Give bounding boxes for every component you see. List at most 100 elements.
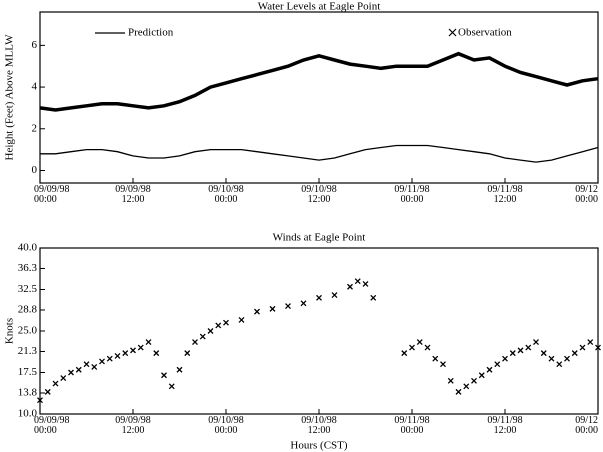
legend-label: Observation (458, 27, 512, 39)
x-tick-label: 09/10/98 12:00 (301, 184, 337, 205)
legend-marker (448, 28, 457, 37)
point (300, 300, 307, 307)
point (416, 339, 423, 346)
x-tick-label: 09/10/98 00:00 (208, 415, 244, 436)
x-axis-label: Hours (CST) (290, 440, 347, 452)
point (486, 366, 493, 373)
chart-title: Winds at Eagle Point (273, 232, 366, 244)
point (269, 305, 276, 312)
point (122, 350, 129, 357)
point (254, 308, 260, 315)
point (153, 350, 160, 357)
point (571, 350, 578, 357)
point (533, 339, 539, 346)
x-tick-label: 09/12 00:00 (575, 184, 598, 205)
series-line (39, 51, 599, 112)
point (207, 328, 214, 334)
point (595, 344, 601, 351)
point (502, 355, 508, 362)
series-line (40, 144, 599, 163)
point (463, 383, 470, 390)
point (455, 388, 462, 395)
y-tick-label: 28.8 (18, 304, 38, 316)
point (509, 350, 516, 357)
x-tick-label: 09/12 00:00 (575, 415, 598, 436)
point (52, 380, 59, 387)
point (447, 377, 454, 384)
point (432, 355, 439, 362)
y-tick-label: 17.5 (18, 366, 38, 378)
x-tick-label: 09/11/98 00:00 (394, 184, 430, 205)
point (176, 366, 183, 373)
point (362, 281, 369, 287)
point (215, 322, 222, 329)
legend-label: Prediction (128, 27, 174, 39)
plot-frame (39, 11, 599, 184)
x-tick-label: 09/10/98 12:00 (301, 415, 337, 436)
point (471, 377, 477, 384)
point (525, 344, 532, 351)
point (37, 397, 43, 404)
point (114, 352, 121, 359)
point (44, 388, 51, 395)
y-axis-label: Knots (4, 318, 16, 344)
point (199, 333, 206, 340)
point (83, 361, 90, 368)
y-tick-label: 10.0 (18, 408, 38, 420)
x-tick-label: 09/11/98 12:00 (487, 184, 523, 205)
chart-title: Water Levels at Eagle Point (258, 1, 381, 13)
point (354, 278, 361, 285)
point (331, 292, 338, 298)
y-tick-label: 36.3 (18, 262, 38, 274)
point (60, 375, 67, 381)
point (130, 347, 136, 354)
point (137, 344, 144, 351)
y-axis-label: Height (Feet) Above MLLW (4, 34, 16, 161)
point (556, 361, 563, 368)
point (370, 294, 377, 301)
point (91, 364, 98, 370)
point (161, 372, 167, 379)
y-tick-label: 4 (32, 81, 38, 93)
point (168, 383, 175, 390)
y-tick-label: 32.5 (18, 283, 38, 295)
x-tick-label: 09/11/98 00:00 (394, 415, 430, 436)
x-tick-label: 09/09/98 00:00 (34, 184, 70, 205)
y-tick-label: 0 (32, 164, 38, 176)
point (579, 344, 586, 351)
plot-frame (39, 247, 599, 415)
point (494, 361, 501, 368)
point (68, 369, 74, 376)
point (409, 344, 415, 351)
y-tick-label: 2 (32, 122, 38, 134)
x-tick-label: 09/09/98 12:00 (115, 184, 151, 205)
point (192, 339, 198, 346)
x-tick-label: 09/10/98 00:00 (208, 184, 244, 205)
point (285, 303, 291, 310)
point (75, 366, 82, 373)
y-tick-label: 21.3 (18, 345, 38, 357)
y-tick-label: 25.0 (18, 325, 38, 337)
x-tick-label: 09/09/98 00:00 (34, 415, 70, 436)
point (184, 350, 191, 357)
point (478, 372, 485, 379)
point (106, 355, 113, 362)
point (424, 344, 431, 351)
point (540, 350, 547, 357)
point (238, 316, 245, 323)
point (223, 319, 229, 326)
x-tick-label: 09/09/98 12:00 (115, 415, 151, 436)
point (548, 355, 555, 362)
y-tick-label: 40.0 (18, 242, 38, 254)
y-tick-label: 13.8 (18, 387, 38, 399)
point (587, 339, 594, 346)
point (99, 358, 105, 365)
y-tick-label: 6 (32, 39, 38, 51)
point (145, 339, 152, 346)
point (517, 347, 524, 354)
point (347, 283, 353, 290)
point (564, 355, 570, 362)
point (316, 294, 322, 301)
